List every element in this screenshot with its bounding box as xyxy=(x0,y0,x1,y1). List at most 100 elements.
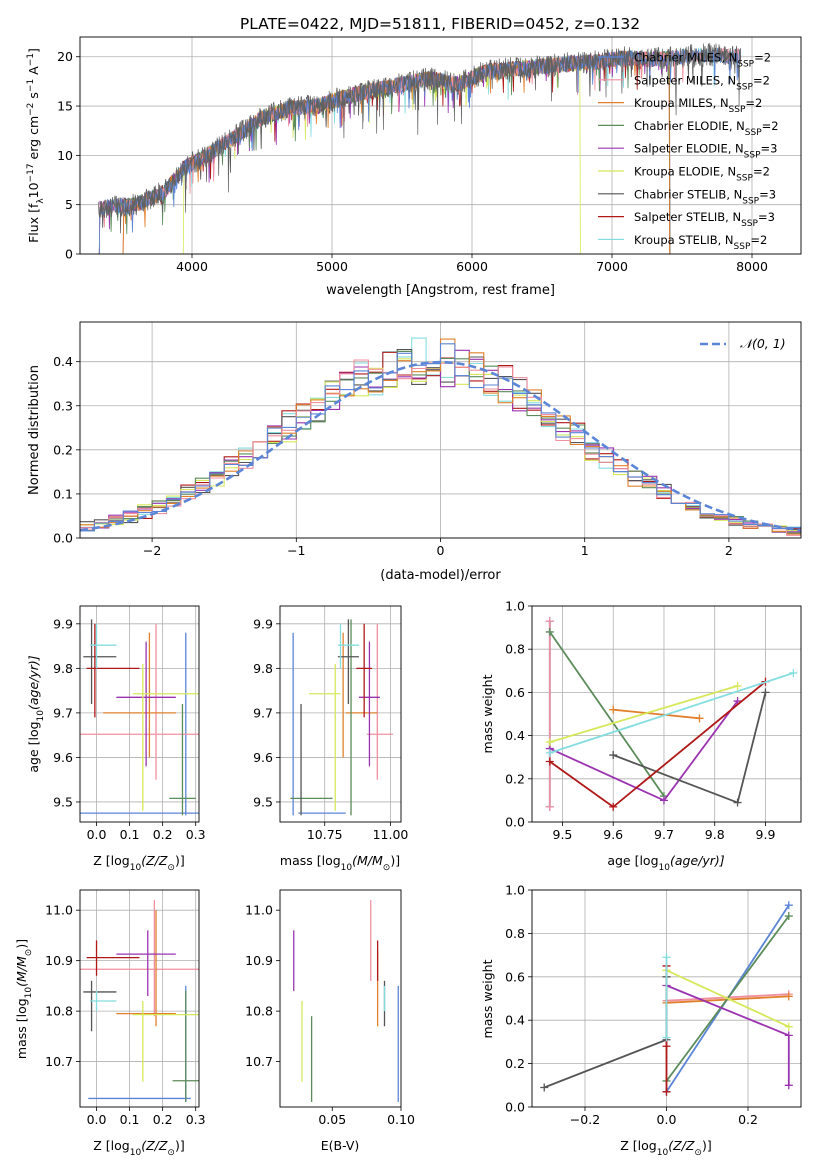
weight-vs-z-point-marker-4 xyxy=(784,1031,793,1040)
weight-vs-age-xtick-label: 9.5 xyxy=(553,827,573,842)
residual-hist-ytick-label: 0.3 xyxy=(53,398,73,413)
mass-vs-z-xtick-label: 0.3 xyxy=(186,1112,206,1127)
weight-vs-z-series-line-5 xyxy=(666,969,790,1028)
spectrum-panel: 4000 5000 6000 7000 8000 0 5 10 15 20 wavelength [… xyxy=(26,36,802,298)
weight-vs-age-point-marker-8 xyxy=(789,668,798,677)
hist-ylabel: Normed distribution xyxy=(27,365,42,495)
spectrum-xtick-label: 6000 xyxy=(456,259,488,274)
weight-vs-z-ytick-label: 0.8 xyxy=(505,926,525,941)
weight-vs-age-point-marker-5 xyxy=(733,681,742,690)
spectrum-data-line xyxy=(97,42,742,234)
spectrum-ylabel-part: −17 xyxy=(26,163,36,182)
weight-vs-age-ytick-label: 0.2 xyxy=(505,771,525,786)
weight-vs-age-point-marker-6 xyxy=(733,798,742,807)
residual-hist-ytick-label: 0.2 xyxy=(53,442,73,457)
weight-vs-age-xlabel: age [log10(age/yr)] xyxy=(607,853,724,873)
weight-vs-age-point-marker-4 xyxy=(659,796,668,805)
residual-hist-xtick-label: −1 xyxy=(287,543,305,558)
weight-vs-age-point-marker-7 xyxy=(545,757,554,766)
mass-vs-z-xlabel-part: Z [log xyxy=(93,1138,129,1153)
weight-vs-z-xlabel-part: Z [log xyxy=(620,1138,656,1153)
mass-vs-z-xlabel-part: (Z/Z xyxy=(141,1138,168,1153)
weight-vs-z-ytick-label: 0.0 xyxy=(505,1100,525,1115)
mass-vs-ebv-ytick-label: 10.8 xyxy=(245,1004,273,1019)
mass-vs-ebv-xtick-label: 0.05 xyxy=(318,1112,346,1127)
mass-vs-z-panel: 0.0 0.1 0.2 0.310.710.810.911.0Z [log10(Z/Z… xyxy=(14,889,206,1158)
weight-vs-age-point-marker-5 xyxy=(545,738,554,747)
age-vs-mass-xtick-label: 10.75 xyxy=(307,827,343,842)
residual-hist-xtick-label: 1 xyxy=(581,543,589,558)
weight-vs-z-xlabel-part: ⊙ xyxy=(694,1148,702,1158)
age-vs-mass-ytick-label: 9.6 xyxy=(253,750,273,765)
mass-vs-ebv-frame xyxy=(279,889,402,1108)
legend-label-2: Kroupa MILES, NSSP=2 xyxy=(634,96,762,115)
weight-vs-z-xlabel: Z [log10(Z/Z⊙)] xyxy=(620,1138,711,1158)
weight-vs-age-panel: 9.5 9.6 9.7 9.8 9.9 0.0 0.2 0.4 0.6 0.8 1.0 age [lo… xyxy=(480,599,802,873)
mass-vs-z-ylabel: mass [log10(M/M⊙)] xyxy=(14,939,34,1059)
spectrum-ylabel-part: erg cm xyxy=(26,116,41,164)
spectrum-ylabel-part: A xyxy=(26,66,41,79)
legend-label-8-part: =2 xyxy=(750,233,767,247)
weight-vs-age-point-marker-1 xyxy=(545,617,554,626)
hist-step-0 xyxy=(80,343,801,532)
age-vs-z-ylabel: age [log10(age/yr)] xyxy=(26,655,46,772)
weight-vs-z-ytick-label: 0.6 xyxy=(505,969,525,984)
age-vs-mass-panel: 10.75 11.00 9.5 9.6 9.7 9.8 9.9 mass [log10(M/M… xyxy=(253,605,409,873)
legend-label-5: Kroupa ELODIE, NSSP=2 xyxy=(634,165,770,184)
weight-vs-age-frame xyxy=(531,605,802,823)
age-vs-z-xlabel: Z [log10(Z/Z⊙)] xyxy=(93,853,184,873)
legend-label-4-part: Salpeter ELODIE, N xyxy=(634,142,744,156)
age-vs-mass-ytick-label: 9.8 xyxy=(253,661,273,676)
weight-vs-z-ytick-label: 0.2 xyxy=(505,1056,525,1071)
age-vs-z-xlabel-part: (Z/Z xyxy=(141,853,168,868)
weight-vs-age-xtick-label: 9.8 xyxy=(705,827,725,842)
spectrum-xtick-label: 7000 xyxy=(596,259,628,274)
gaussian-reference-line xyxy=(80,360,801,532)
age-vs-z-ytick-label: 9.6 xyxy=(53,750,73,765)
weight-vs-age-point-marker-6 xyxy=(609,751,618,760)
spectrum-ylabel-part: ] xyxy=(26,48,41,53)
mass-vs-z-ytick-label: 10.9 xyxy=(45,953,73,968)
spectrum-ytick-label: 10 xyxy=(57,148,73,163)
weight-vs-age-xtick-label: 9.6 xyxy=(603,827,623,842)
age-vs-z-ytick-label: 9.9 xyxy=(53,616,73,631)
weight-vs-z-xlabel-part: )] xyxy=(702,1138,712,1153)
spectrum-xtick-label: 4000 xyxy=(176,259,208,274)
spectrum-ylabel-part: Flux [f xyxy=(26,203,41,243)
age-vs-mass-xtick-label: 11.00 xyxy=(373,827,409,842)
hist-legend-label: 𝒩(0, 1) xyxy=(740,336,786,351)
mass-vs-z-xtick-label: 0.0 xyxy=(87,1112,107,1127)
spectrum-ylabel-part: −1 xyxy=(26,53,36,66)
age-vs-mass-xlabel-part: mass [log xyxy=(280,853,341,868)
age-vs-z-ylabel-part: 10 xyxy=(36,710,46,722)
weight-vs-z-xlabel-part: 10 xyxy=(657,1148,669,1158)
weight-vs-age-xtick-label: 9.9 xyxy=(756,827,776,842)
mass-vs-ebv-ytick-label: 11.0 xyxy=(245,903,273,918)
legend-label-2-part: =2 xyxy=(745,96,762,110)
legend-label-8: Kroupa STELIB, NSSP=2 xyxy=(634,233,767,252)
legend-label-6-part: SSP xyxy=(742,196,759,206)
spectrum-ytick-label: 15 xyxy=(57,99,73,114)
age-vs-mass-xlabel-part: (M/M xyxy=(352,853,383,868)
legend-label-7: Salpeter STELIB, NSSP=3 xyxy=(634,210,775,229)
weight-vs-z-point-marker-2 xyxy=(784,992,793,1001)
mass-vs-ebv-panel: 0.05 0.10 10.7 10.8 10.9 11.0 E(B-V) xyxy=(245,889,415,1153)
age-vs-z-xlabel-part: )] xyxy=(175,853,185,868)
mass-vs-z-xlabel-part: )] xyxy=(175,1138,185,1153)
hist-xlabel: (data-model)/error xyxy=(380,568,501,583)
weight-vs-z-frame xyxy=(531,889,802,1108)
spectrum-ylabel: Flux [fλ10−17 erg cm−2 s−1 A−1] xyxy=(26,48,46,243)
legend-label-5-part: SSP xyxy=(736,174,753,184)
weight-vs-age-ytick-label: 0.4 xyxy=(505,728,525,743)
spectrum-xtick-label: 8000 xyxy=(736,259,768,274)
age-vs-z-xtick-label: 0.1 xyxy=(120,827,140,842)
weight-vs-age-series-line-3 xyxy=(549,631,665,797)
legend-label-1: Salpeter MILES, NSSP=2 xyxy=(634,73,770,92)
weight-vs-z-point-marker-3 xyxy=(784,912,793,921)
weight-vs-age-series-line-5 xyxy=(549,685,738,743)
legend-label-6-part: =3 xyxy=(759,187,776,201)
weight-vs-age-ytick-label: 0.8 xyxy=(505,642,525,657)
age-vs-z-ylabel-part: age [log xyxy=(26,721,41,772)
age-vs-mass-xlabel: mass [log10(M/M⊙)] xyxy=(280,853,400,873)
